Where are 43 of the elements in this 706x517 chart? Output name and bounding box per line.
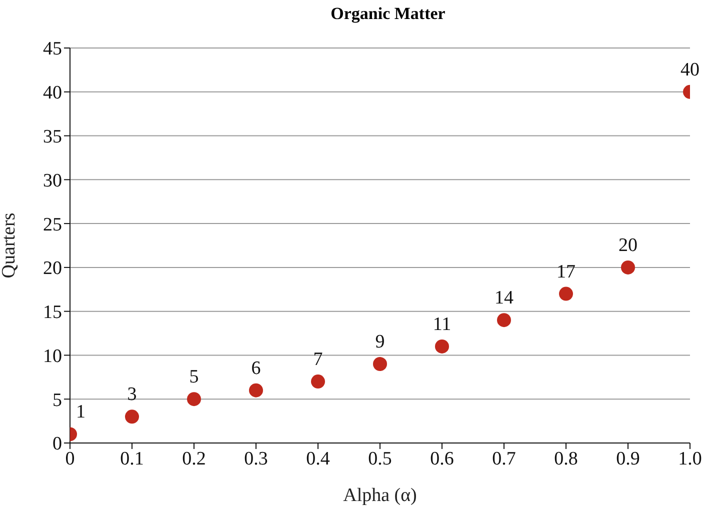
point [249, 383, 263, 398]
point [373, 357, 387, 371]
point [621, 260, 635, 274]
x-tick-label: 0.4 [306, 448, 330, 470]
data-label: 14 [494, 288, 514, 309]
y-tick-label: 20 [43, 258, 62, 280]
y-axis-title: Quarters [0, 212, 20, 278]
data-label: 20 [618, 234, 638, 256]
data-label: 7 [313, 349, 323, 370]
x-tick-label: 0.3 [244, 448, 268, 470]
x-tick-label: 1.0 [678, 448, 702, 470]
data-label: 3 [127, 384, 137, 406]
x-tick-label: 0.1 [120, 448, 144, 470]
data-label: 6 [251, 358, 261, 379]
point [311, 374, 325, 389]
chart-title: Organic Matter [330, 3, 446, 25]
x-tick-label: 0.7 [492, 448, 516, 470]
x-tick-label: 0.6 [430, 448, 454, 470]
y-tick-label: 0 [52, 434, 62, 455]
point [497, 313, 511, 328]
y-tick-label: 40 [43, 82, 62, 104]
y-tick-label: 45 [43, 38, 62, 60]
y-tick-label: 10 [43, 346, 62, 367]
point [187, 392, 201, 406]
x-tick-label: 0.5 [368, 448, 392, 470]
data-label: 1 [76, 402, 86, 423]
x-tick-label: 0.2 [182, 448, 206, 470]
x-tick-label: 0.9 [616, 448, 640, 470]
data-label: 40 [680, 59, 700, 80]
y-tick-label: 15 [43, 302, 62, 324]
data-label: 5 [189, 366, 199, 388]
point [559, 286, 573, 301]
x-tick-label: 0.8 [554, 448, 578, 470]
data-label: 17 [556, 261, 576, 282]
data-label: 9 [375, 331, 385, 352]
y-tick-label: 30 [43, 170, 62, 192]
data-label: 11 [432, 314, 452, 335]
y-tick-label: 35 [43, 126, 62, 148]
y-tick-label: 25 [43, 214, 62, 236]
y-tick-label: 5 [52, 390, 62, 411]
x-axis-title: Alpha (α) [343, 485, 417, 506]
point [125, 410, 139, 424]
point [435, 339, 449, 354]
